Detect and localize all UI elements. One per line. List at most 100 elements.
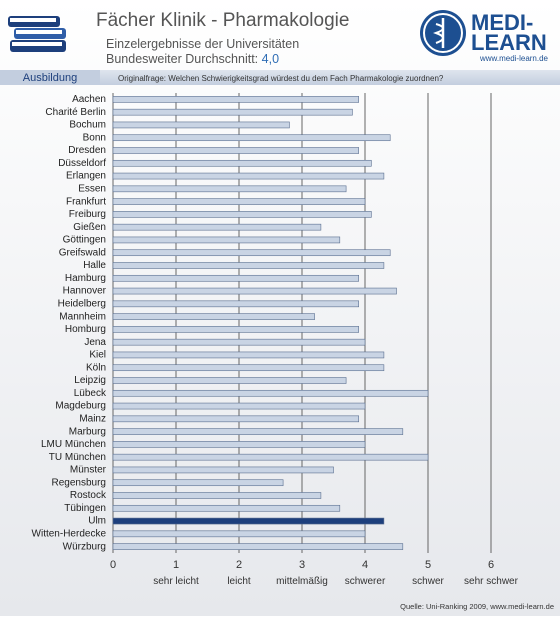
bar [112,441,366,448]
bar [112,211,372,218]
y-tick-label: Frankfurt [66,196,106,207]
bar [112,147,359,154]
bar [112,223,322,231]
y-tick-label: Dresden [68,145,106,156]
section-band [0,70,560,85]
x-tick-label: 4 [362,559,368,571]
y-tick-label: Düsseldorf [58,158,106,169]
bar [112,249,391,257]
bar [112,326,359,333]
y-tick-label: Münster [70,465,107,476]
scale-label: sehr leicht [153,576,199,587]
x-tick-label: 5 [425,559,431,571]
y-tick-label: Witten-Herdecke [32,528,107,539]
bar [112,274,359,282]
y-tick-label: Charité Berlin [45,107,106,118]
y-tick-label: Hannover [63,286,107,297]
bar [112,351,385,359]
bar [112,428,404,435]
y-tick-label: Essen [78,183,106,194]
bar [112,389,429,397]
average-text: Bundesweiter Durchschnitt: [106,52,258,66]
y-tick-label: Rostock [70,490,107,501]
bar [112,530,366,538]
y-tick-label: Gießen [73,222,106,233]
y-tick-label: Hamburg [65,273,106,284]
y-tick-label: Bochum [69,120,106,131]
y-tick-label: Göttingen [63,235,106,246]
bar [112,543,404,550]
bar [112,198,366,205]
x-tick-label: 0 [110,559,116,571]
bar [112,377,347,384]
bar [112,466,334,474]
question: Originalfrage: Welchen Schwierigkeitsgra… [118,74,444,83]
y-tick-label: Halle [83,260,106,271]
bar [112,134,391,142]
logo-url: www.medi-learn.de [479,54,549,63]
y-tick-label: Mannheim [59,311,106,322]
bar [112,517,385,525]
logo: MEDI- LEARN www.medi-learn.de [420,10,549,63]
y-tick-label: Marburg [69,426,106,437]
bar [112,402,366,410]
y-tick-label: Erlangen [66,171,106,182]
section-tab [0,70,100,85]
bar [112,287,397,295]
bar [112,338,366,346]
y-tick-label: Freiburg [69,209,106,220]
y-tick-label: TU München [49,452,106,463]
y-tick-label: Tübingen [64,503,106,514]
bar [112,262,385,269]
title: Fächer Klinik - Pharmakologie [96,10,349,31]
bar [112,108,353,116]
bar [112,121,290,129]
bar [112,479,284,487]
bar [112,313,315,320]
x-tick-label: 6 [488,559,494,571]
footer: Quelle: Uni-Ranking 2009, www.medi-learn… [400,602,554,611]
y-tick-label: Homburg [65,324,106,335]
bar [112,159,372,167]
y-tick-label: Greifswald [59,247,106,258]
scale-label: leicht [227,576,251,587]
logo-top: MEDI- [471,10,533,35]
scale-label: mittelmäßig [276,576,328,587]
y-tick-label: Köln [86,362,106,373]
logo-bottom: LEARN [471,30,547,55]
bar [112,453,429,461]
y-tick-label: Leipzig [74,375,106,386]
y-tick-label: Heidelberg [58,298,106,309]
x-tick-label: 1 [173,559,179,571]
section: Ausbildung [23,72,77,84]
bar [112,236,341,244]
y-tick-label: Mainz [79,413,106,424]
bar [112,415,359,423]
bar [112,492,322,499]
y-tick-label: LMU München [41,439,106,450]
x-tick-label: 3 [299,559,305,571]
bar [112,185,347,193]
y-tick-label: Würzburg [63,541,106,552]
y-tick-label: Bonn [83,132,106,143]
books-icon [8,16,66,52]
bar [112,172,385,180]
subtitle: Einzelergebnisse der Universitäten [106,37,299,51]
average-label: Bundesweiter Durchschnitt: 4,0 [106,52,279,66]
scale-label: schwerer [345,576,386,587]
bar [112,96,359,103]
y-tick-label: Jena [84,337,106,348]
y-tick-label: Magdeburg [55,401,106,412]
x-tick-label: 2 [236,559,242,571]
scale-label: schwer [412,576,444,587]
y-tick-label: Regensburg [52,477,106,488]
average-value: 4,0 [262,52,279,66]
y-tick-label: Kiel [89,350,106,361]
y-tick-label: Ulm [88,516,106,527]
y-tick-label: Lübeck [74,388,107,399]
bar [112,300,359,308]
bar [112,364,385,372]
scale-label: sehr schwer [464,576,519,587]
bar [112,504,341,512]
